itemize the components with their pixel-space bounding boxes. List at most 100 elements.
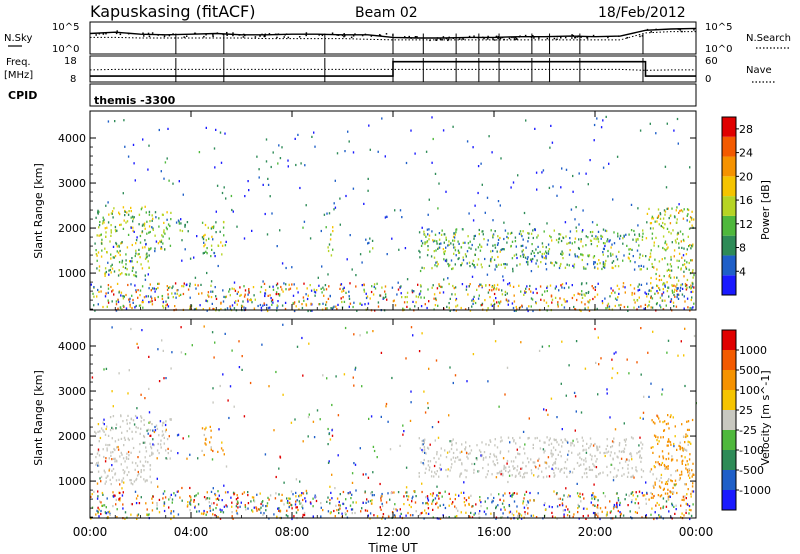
velocity-cell: [296, 506, 298, 509]
velocity-cell: [437, 506, 439, 509]
power-cell: [473, 264, 475, 267]
velocity-cell: [338, 500, 340, 504]
power-cell: [671, 284, 673, 287]
velocity-cell: [369, 512, 372, 515]
power-cell: [213, 308, 215, 311]
nsky-point: [242, 36, 245, 38]
velocity-cell: [162, 421, 164, 425]
nsky-point: [185, 35, 188, 37]
velocity-cell: [360, 510, 362, 513]
power-cell: [585, 267, 587, 270]
velocity-cell: [545, 467, 547, 470]
power-cell: [511, 240, 514, 243]
power-cell: [528, 305, 530, 308]
power-cell: [141, 224, 144, 227]
power-noise-cell: [267, 177, 269, 180]
velocity-cell: [491, 473, 493, 476]
velocity-cell: [169, 496, 171, 499]
power-cell: [115, 230, 117, 233]
power-cell: [663, 227, 665, 230]
velocity-cell: [553, 475, 555, 478]
velocity-cell: [525, 465, 527, 468]
velocity-cell: [150, 445, 152, 448]
velocity-cell: [433, 464, 436, 468]
power-noise-cell: [471, 275, 474, 278]
velocity-cell: [161, 424, 164, 427]
power-noise-cell: [279, 157, 282, 160]
velocity-noise-cell: [560, 382, 562, 385]
velocity-cell: [134, 468, 136, 471]
nsky-point: [364, 33, 367, 36]
velocity-noise-cell: [191, 344, 193, 347]
nsky-point: [222, 33, 225, 36]
power-noise-cell: [452, 125, 454, 128]
velocity-colorbar-tick-label: 100: [739, 384, 760, 397]
velocity-cell: [312, 515, 314, 518]
power-noise-cell: [377, 150, 379, 153]
power-noise-cell: [213, 147, 216, 150]
velocity-cell: [485, 476, 487, 479]
power-cell: [418, 231, 421, 234]
power-cell: [141, 246, 144, 249]
power-cell: [244, 289, 247, 292]
velocity-noise-cell: [452, 381, 454, 385]
velocity-cell: [546, 436, 548, 439]
velocity-cell: [423, 439, 425, 442]
power-noise-cell: [265, 138, 268, 141]
power-cell: [511, 257, 514, 260]
velocity-cell: [634, 511, 637, 514]
velocity-cell: [127, 437, 129, 440]
nsky-point: [560, 37, 562, 39]
power-cell: [144, 205, 146, 208]
power-cell: [622, 242, 624, 245]
power-cell: [150, 247, 152, 250]
power-cell: [117, 251, 120, 254]
power-cell: [638, 256, 641, 259]
velocity-cell: [558, 443, 560, 446]
velocity-cell: [520, 517, 523, 520]
power-cell: [618, 304, 620, 307]
velocity-cell: [480, 450, 482, 454]
power-cell: [676, 206, 678, 209]
velocity-cell: [220, 447, 223, 450]
velocity-cell: [226, 505, 228, 508]
velocity-cell: [585, 460, 587, 463]
power-cell: [638, 283, 640, 286]
velocity-cell: [230, 496, 232, 499]
velocity-cell: [687, 474, 690, 477]
power-noise-cell: [552, 185, 554, 188]
power-cell: [236, 303, 238, 306]
power-cell: [484, 299, 486, 302]
power-cell: [540, 298, 542, 301]
power-cell: [596, 245, 598, 248]
velocity-cell: [174, 494, 177, 497]
velocity-cell: [131, 430, 133, 433]
power-cell: [253, 294, 255, 297]
power-cell: [161, 297, 164, 300]
velocity-cell: [596, 506, 598, 509]
power-cell: [518, 284, 520, 287]
velocity-cell: [231, 511, 233, 514]
nsky-point: [516, 38, 518, 41]
power-cell: [585, 282, 588, 285]
velocity-cell: [518, 512, 520, 515]
power-cell: [555, 238, 558, 242]
velocity-cell: [596, 449, 598, 452]
velocity-cell: [440, 454, 442, 457]
nsky-point: [203, 35, 205, 38]
velocity-cell: [588, 466, 591, 469]
power-cell: [673, 293, 675, 297]
power-cell: [609, 239, 611, 242]
power-cell: [131, 257, 133, 260]
power-cell: [166, 303, 168, 306]
velocity-cell: [538, 464, 541, 467]
velocity-cell: [561, 502, 564, 505]
power-cell: [612, 289, 614, 292]
power-cell: [153, 287, 155, 290]
velocity-cell: [554, 474, 556, 477]
power-cell: [140, 208, 143, 211]
power-noise-cell: [189, 257, 192, 260]
power-cell: [206, 309, 208, 312]
power-cell: [524, 291, 526, 294]
power-noise-cell: [676, 117, 679, 121]
